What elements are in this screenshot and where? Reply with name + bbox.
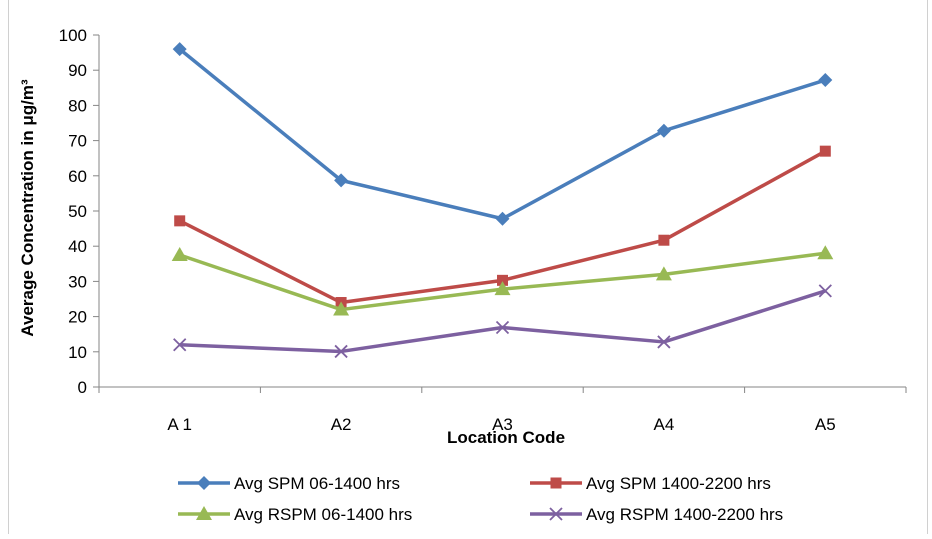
series-line [179,289,826,354]
data-point [171,247,188,261]
data-point [495,320,510,335]
x-tick-label: A3 [492,415,513,434]
legend-item: Avg SPM 1400-2200 hrs [530,474,771,493]
legend-label: Avg RSPM 06-1400 hrs [234,505,412,524]
y-tick-label: 100 [59,26,87,45]
legend-label: Avg SPM 06-1400 hrs [234,474,400,493]
legend-item: Avg RSPM 1400-2200 hrs [530,505,783,524]
data-point [172,42,187,57]
data-point [819,145,831,157]
data-point [658,234,670,246]
y-tick-label: 60 [68,167,87,186]
x-tick-label: A4 [654,415,675,434]
series-layer [171,42,834,359]
axes: 0 10 20 30 40 50 60 70 80 90 100 A 1 A2 A3 A4 A5 [59,26,907,434]
legend-label: Avg SPM 1400-2200 hrs [586,474,771,493]
data-point [174,215,186,227]
y-tick-label: 0 [78,378,87,397]
series-line [178,47,826,221]
y-tick-label: 70 [68,132,87,151]
y-axis-title: Average Concentration in μg/m³ [18,79,37,337]
y-tick-label: 10 [68,343,87,362]
series-4 [173,284,832,359]
data-point [334,344,348,359]
legend-item: Avg RSPM 06-1400 hrs [178,505,412,524]
x-tick-label: A 1 [167,415,192,434]
data-point [818,284,832,298]
data-point [550,477,562,489]
data-point [334,173,349,188]
data-point [494,281,511,296]
data-point [196,506,212,520]
legend-label: Avg RSPM 1400-2200 hrs [586,505,783,524]
x-tick-label: A2 [331,415,352,434]
y-tick-label: 20 [68,308,87,327]
data-point [549,507,563,521]
y-tick-label: 30 [68,272,87,291]
legend: Avg SPM 06-1400 hrs Avg SPM 1400-2200 hrs… [178,474,783,524]
data-point [197,476,211,490]
x-axis-title: Location Code [447,428,565,447]
data-point [657,335,671,349]
data-point [173,338,187,352]
data-point [495,211,510,226]
series-3 [171,245,834,316]
data-point [817,245,834,260]
series-1 [172,42,833,226]
data-point [655,266,672,281]
x-tick-label: A5 [815,415,836,434]
y-tick-label: 80 [68,96,87,115]
legend-item: Avg SPM 06-1400 hrs [178,474,400,493]
data-point [656,123,671,138]
data-point [333,301,350,316]
y-tick-label: 90 [68,61,87,80]
data-point [497,274,508,286]
y-tick-label: 40 [68,237,87,256]
data-point [818,73,833,88]
y-tick-label: 50 [68,202,87,221]
